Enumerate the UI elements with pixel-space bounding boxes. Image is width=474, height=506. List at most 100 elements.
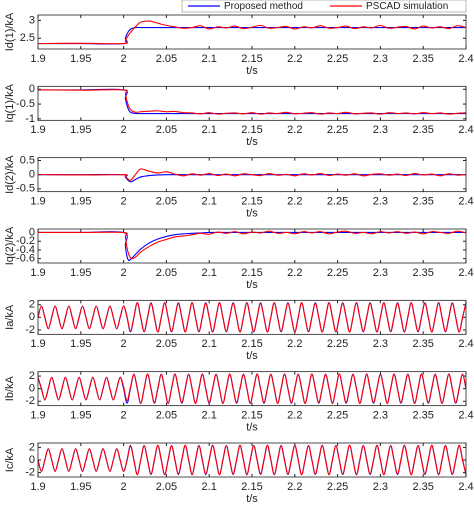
y-tick-label: -0.5: [16, 183, 35, 195]
x-tick-label: 2.1: [202, 410, 217, 422]
x-tick-label: 2.25: [327, 124, 348, 136]
x-tick-label: 1.9: [30, 124, 45, 136]
x-tick-label: 2.2: [287, 124, 302, 136]
x-tick-label: 2.3: [373, 481, 388, 493]
subplot: 1.9 1.95 2 2.05 2.1 2.15 2.2 2.25 2.3 2.35 2.4-202…: [4, 370, 474, 434]
x-tick-label: 2.1: [202, 338, 217, 350]
x-tick-label: 1.9: [30, 53, 45, 65]
axes-frame: [37, 14, 467, 50]
x-tick-label: 1.9: [30, 410, 45, 422]
x-axis-label: t/s: [246, 350, 258, 362]
x-tick-label: 2.05: [156, 196, 177, 208]
x-tick-label: 2.1: [202, 481, 217, 493]
y-axis-label: Ia/kA: [4, 304, 16, 330]
y-tick-label: 0.5: [20, 154, 35, 166]
x-axis-label: t/s: [246, 493, 258, 505]
series-line: [38, 444, 466, 476]
y-tick-label: -0.4: [16, 244, 35, 256]
y-tick-label: 0: [29, 383, 35, 395]
x-tick-label: 1.95: [70, 53, 91, 65]
x-tick-label: 2.25: [327, 196, 348, 208]
x-tick-label: 2: [121, 196, 127, 208]
y-tick-label: 0: [29, 169, 35, 181]
x-tick-label: 2.15: [241, 196, 262, 208]
x-tick-label: 2.15: [241, 338, 262, 350]
x-axis-label: t/s: [246, 136, 258, 148]
x-tick-label: 2.25: [327, 267, 348, 279]
x-tick-label: 2: [121, 124, 127, 136]
series-line: [38, 373, 466, 405]
y-tick-label: 2: [29, 441, 35, 453]
x-tick-label: 1.95: [70, 124, 91, 136]
legend-box: [181, 0, 467, 13]
subplot: 1.9 1.95 2 2.05 2.1 2.15 2.2 2.25 2.3 2.35 2.4 -0.5…: [4, 154, 474, 219]
x-tick-label: 2.4: [458, 410, 473, 422]
y-axis-label: Iq(2)/kA: [4, 226, 16, 265]
x-axis-label: t/s: [246, 65, 258, 77]
subplot: 1.9 1.95 2 2.05 2.1 2.15 2.2 2.25 2.3 2.35 2.4 -1 -0…: [4, 83, 474, 148]
y-axis-label: Id(2)/kA: [4, 155, 16, 194]
y-axis-label: Id(1)/kA: [4, 12, 16, 51]
x-tick-label: 2.05: [156, 338, 177, 350]
y-tick-label: 0: [29, 83, 35, 95]
axes-frame: [37, 442, 467, 478]
x-tick-label: 2.2: [287, 267, 302, 279]
y-tick-label: -1: [25, 113, 35, 125]
y-tick-label: 3: [29, 14, 35, 26]
x-tick-label: 1.95: [70, 410, 91, 422]
x-tick-label: 2: [121, 481, 127, 493]
axes-frame: [37, 85, 467, 121]
y-tick-label: 0: [29, 311, 35, 323]
x-tick-label: 2.35: [412, 124, 433, 136]
series-line: [38, 20, 466, 45]
x-tick-label: 2.2: [287, 196, 302, 208]
x-tick-label: 2.35: [412, 196, 433, 208]
x-tick-label: 1.95: [70, 481, 91, 493]
x-tick-label: 2.35: [412, 267, 433, 279]
y-tick-label: 2.5: [20, 32, 35, 44]
x-tick-label: 2.15: [241, 53, 262, 65]
x-tick-label: 2.3: [373, 267, 388, 279]
y-axis-label: Ic/kA: [4, 447, 16, 472]
x-tick-label: 2.35: [412, 410, 433, 422]
x-tick-label: 1.95: [70, 267, 91, 279]
y-tick-label: -2: [25, 395, 35, 407]
x-tick-label: 2.05: [156, 53, 177, 65]
x-tick-label: 2.15: [241, 481, 262, 493]
x-tick-label: 1.9: [30, 338, 45, 350]
x-tick-label: 2.1: [202, 124, 217, 136]
x-axis-label: t/s: [246, 279, 258, 291]
x-tick-label: 2.05: [156, 410, 177, 422]
x-axis-label: t/s: [246, 422, 258, 434]
x-tick-label: 1.95: [70, 338, 91, 350]
x-tick-label: 1.9: [30, 267, 45, 279]
series-line: [38, 168, 466, 181]
axes-frame: [37, 371, 467, 407]
y-axis-label: Iq(1)/kA: [4, 83, 16, 122]
x-tick-label: 2: [121, 267, 127, 279]
x-tick-label: 2: [121, 410, 127, 422]
plot-area: [38, 443, 466, 477]
x-tick-label: 2.4: [458, 267, 473, 279]
x-tick-label: 2.05: [156, 481, 177, 493]
axes-frame: [37, 157, 467, 193]
x-tick-label: 2.3: [373, 410, 388, 422]
x-tick-label: 2.4: [458, 53, 473, 65]
legend-label: PSCAD simulation: [366, 1, 448, 12]
series-line: [38, 301, 466, 333]
y-tick-label: -0.5: [16, 98, 35, 110]
x-tick-label: 2.2: [287, 410, 302, 422]
y-tick-label: 2: [29, 299, 35, 311]
x-tick-label: 2.25: [327, 338, 348, 350]
x-tick-label: 1.9: [30, 481, 45, 493]
plot-area: [38, 229, 466, 263]
x-tick-label: 2.25: [327, 481, 348, 493]
legend-label: Proposed method: [224, 1, 303, 12]
y-tick-label: -2: [25, 466, 35, 478]
x-tick-label: 2.3: [373, 196, 388, 208]
y-tick-label: 0: [29, 454, 35, 466]
y-tick-label: -0.6: [16, 253, 35, 265]
x-tick-label: 2.1: [202, 267, 217, 279]
plot-area: [38, 300, 466, 335]
x-tick-label: 2.35: [412, 481, 433, 493]
